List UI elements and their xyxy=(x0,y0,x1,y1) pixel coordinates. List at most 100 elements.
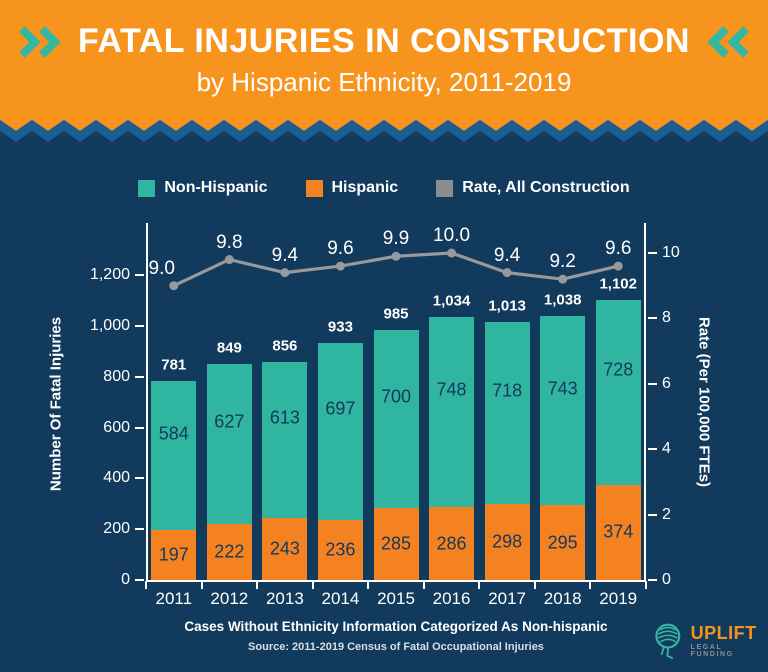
x-tick-label: 2014 xyxy=(321,589,360,608)
hispanic-value-label: 236 xyxy=(325,539,356,560)
y-axis-right-line xyxy=(644,223,646,582)
bar-total-label: 1,034 xyxy=(432,292,471,310)
rate-value-label: 9.0 xyxy=(148,257,175,279)
bar-segment-hispanic xyxy=(595,484,641,580)
y-tick-mark-right xyxy=(648,513,657,516)
rate-point xyxy=(558,274,568,284)
x-tick-label: 2017 xyxy=(488,589,527,608)
nonhispanic-value-label: 743 xyxy=(547,378,578,399)
bar-total-label: 856 xyxy=(272,337,298,355)
y-tick-mark-left xyxy=(135,426,144,429)
bar-segment-hispanic xyxy=(206,523,252,580)
rate-point xyxy=(391,251,401,261)
bar-segment-hispanic xyxy=(484,504,530,580)
bar-segment-nonhispanic xyxy=(206,364,252,524)
rate-point xyxy=(169,281,179,291)
hispanic-value-label: 285 xyxy=(380,533,412,554)
uplift-logo-icon xyxy=(655,623,681,660)
bar-segment-nonhispanic xyxy=(262,362,308,519)
x-tick-label: 2012 xyxy=(210,589,249,608)
rate-point xyxy=(502,268,512,278)
logo-tagline: LEGAL FUNDING xyxy=(690,644,734,658)
bar-segment-hispanic xyxy=(151,529,197,580)
legend-item-2: Rate, All Construction xyxy=(436,179,630,197)
bar-segment-nonhispanic xyxy=(317,342,363,520)
bar-segment-hispanic xyxy=(540,505,586,580)
rate-line-chart xyxy=(169,248,623,291)
x-tick-label: 2018 xyxy=(543,589,582,608)
rate-point xyxy=(280,268,290,278)
rate-value-label: 10.0 xyxy=(433,225,471,246)
bar-segment-nonhispanic xyxy=(595,299,641,485)
double-chevron-left-icon xyxy=(707,25,749,58)
y-tick-mark-right xyxy=(648,252,657,254)
y-tick-left-label: 0 xyxy=(121,571,130,588)
y-tick-mark-right xyxy=(648,579,657,581)
y-tick-mark-left xyxy=(135,324,144,327)
bar-segment-hispanic xyxy=(429,507,475,580)
x-tick-mark xyxy=(145,581,147,589)
bar-segment-nonhispanic xyxy=(429,317,475,508)
x-tick-label: 2011 xyxy=(155,589,193,608)
page-title: FATAL INJURIES IN CONSTRUCTION xyxy=(78,22,690,60)
nonhispanic-value-label: 718 xyxy=(492,380,523,401)
y-tick-left-label: 1,200 xyxy=(89,266,130,283)
y-tick-left-label: 200 xyxy=(103,520,130,538)
bar-segment-hispanic xyxy=(262,518,308,580)
nonhispanic-value-label: 613 xyxy=(269,407,300,428)
bar-total-label: 1,102 xyxy=(599,275,637,293)
hispanic-value-label: 295 xyxy=(547,532,578,552)
chart-footnote: Cases Without Ethnicity Information Cate… xyxy=(184,619,608,634)
y-tick-mark-left xyxy=(135,477,144,480)
rate-value-label: 9.6 xyxy=(327,238,354,260)
rate-point xyxy=(224,255,234,265)
legend-item-1: Hispanic xyxy=(305,179,399,197)
bar-total-label: 933 xyxy=(327,318,353,336)
nonhispanic-value-label: 748 xyxy=(436,379,467,400)
x-tick-mark xyxy=(478,581,481,589)
hispanic-value-label: 197 xyxy=(158,544,189,565)
y-axis-title-right: Rate (Per 100,000 FTEs) xyxy=(695,316,713,488)
x-tick-mark xyxy=(645,581,647,589)
x-tick-mark xyxy=(256,581,259,589)
rate-value-label: 9.9 xyxy=(382,228,410,250)
nonhispanic-value-label: 700 xyxy=(380,386,412,407)
title-row: FATAL INJURIES IN CONSTRUCTION xyxy=(18,22,750,61)
bar-segment-nonhispanic xyxy=(151,381,197,530)
legend-item-0: Non-Hispanic xyxy=(138,179,268,197)
y-tick-mark-left xyxy=(135,375,144,378)
header: FATAL INJURIES IN CONSTRUCTION by Hispan… xyxy=(0,0,768,110)
legend-label: Hispanic xyxy=(331,179,399,196)
y-tick-right-label: 8 xyxy=(662,309,671,327)
rate-point xyxy=(447,248,457,258)
y-tick-left-label: 1,000 xyxy=(89,316,130,334)
y-tick-right-label: 6 xyxy=(662,374,671,392)
page-subtitle: by Hispanic Ethnicity, 2011-2019 xyxy=(196,67,572,97)
bar-segment-nonhispanic xyxy=(373,329,419,508)
hispanic-value-label: 374 xyxy=(603,521,634,542)
zigzag-divider xyxy=(0,110,768,142)
plot-area: 781 584 197 2011 849 627 222 2012 856 613 243 2013 9… xyxy=(90,223,680,608)
y-axis-left-line xyxy=(146,223,148,582)
x-tick-mark xyxy=(311,581,314,589)
rate-point xyxy=(335,261,345,271)
uplift-logo: UPLIFT LEGAL FUNDING xyxy=(651,620,768,662)
bar-segment-nonhispanic xyxy=(540,316,586,506)
hispanic-value-label: 286 xyxy=(436,533,467,554)
nonhispanic-value-label: 697 xyxy=(325,398,356,419)
y-tick-mark-right xyxy=(648,317,657,320)
y-tick-right-label: 10 xyxy=(662,244,680,261)
rate-value-label: 9.2 xyxy=(549,251,576,273)
x-tick-mark xyxy=(589,581,592,589)
y-axis-title-left: Number Of Fatal Injuries xyxy=(47,316,65,492)
y-tick-left-label: 600 xyxy=(103,418,130,436)
y-tick-right-label: 2 xyxy=(662,505,671,523)
logo-name: UPLIFT xyxy=(690,623,757,643)
hispanic-value-label: 298 xyxy=(492,531,523,552)
bar-segment-nonhispanic xyxy=(484,321,530,505)
bar-total-label: 1,013 xyxy=(488,297,526,315)
y-tick-left-label: 400 xyxy=(103,469,130,487)
x-tick-label: 2016 xyxy=(432,589,471,608)
x-tick-label: 2013 xyxy=(265,589,304,608)
